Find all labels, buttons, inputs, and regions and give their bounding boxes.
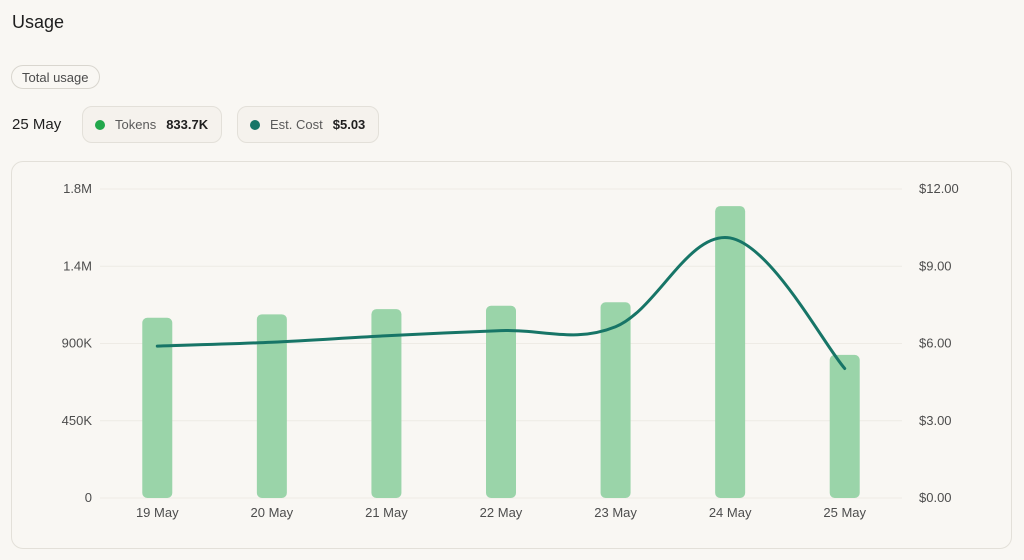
cost-legend-dot xyxy=(250,119,260,130)
x-tick-label: 21 May xyxy=(365,505,408,520)
token-bar xyxy=(829,354,860,498)
y-right-tick-label: $12.00 xyxy=(919,181,959,196)
token-bar xyxy=(256,314,287,498)
usage-chart[interactable]: 0 450K 900K 1.4M 1.8M $0.00 $3.00 $6.00 $9.00 $12… xyxy=(12,162,1012,549)
cost-stat-value: $5.03 xyxy=(332,117,366,132)
x-tick-label: 22 May xyxy=(480,505,523,520)
x-tick-label: 25 May xyxy=(823,505,866,520)
x-tick-label: 20 May xyxy=(251,505,294,520)
selected-date-label: 25 May xyxy=(12,116,62,133)
token-bar xyxy=(600,302,631,498)
y-left-tick-label: 1.8M xyxy=(63,181,92,196)
token-bar xyxy=(486,305,516,498)
usage-chart-card: 0 450K 900K 1.4M 1.8M $0.00 $3.00 $6.00 $9.00 $12… xyxy=(11,161,1012,549)
tokens-stat-value: 833.7K xyxy=(166,117,209,132)
tokens-legend-dot xyxy=(95,119,105,130)
token-bar xyxy=(142,317,173,498)
total-usage-filter-chip[interactable]: Total usage xyxy=(11,65,100,89)
y-right-tick-label: $3.00 xyxy=(919,413,952,428)
y-left-tick-label: 1.4M xyxy=(63,258,92,273)
page-title: Usage xyxy=(12,12,65,32)
y-right-tick-label: $9.00 xyxy=(919,258,952,273)
tokens-stat-pill: Tokens 833.7K xyxy=(82,106,223,143)
x-tick-label: 23 May xyxy=(594,505,637,520)
tokens-stat-label: Tokens xyxy=(115,117,157,132)
token-bar xyxy=(715,206,746,498)
x-tick-label: 19 May xyxy=(136,505,179,520)
cost-line xyxy=(155,236,847,370)
y-left-tick-label: 900K xyxy=(62,336,93,351)
y-left-tick-label: 0 xyxy=(85,490,92,505)
cost-stat-pill: Est. Cost $5.03 xyxy=(237,106,380,143)
y-right-tick-label: $0.00 xyxy=(919,490,952,505)
cost-stat-label: Est. Cost xyxy=(270,117,323,132)
y-right-tick-label: $6.00 xyxy=(919,336,952,351)
x-tick-label: 24 May xyxy=(709,505,752,520)
y-left-tick-label: 450K xyxy=(62,413,93,428)
token-bar xyxy=(371,309,402,498)
